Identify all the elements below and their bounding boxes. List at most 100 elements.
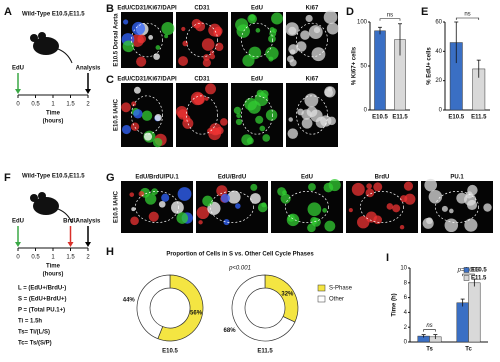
outline (210, 191, 254, 223)
arrow-head (85, 89, 91, 94)
cell (137, 38, 142, 43)
cell (399, 224, 405, 230)
donut-slice (157, 274, 204, 342)
cell (202, 58, 211, 67)
cell (171, 201, 184, 214)
cell (259, 125, 266, 132)
x-tick-label: Tc (465, 347, 472, 353)
cell (181, 26, 186, 32)
cell (121, 125, 132, 135)
y-tick-label: 6 (404, 295, 408, 301)
formula: Ts= Ti/(L/S) (18, 330, 50, 336)
image-title: CD31 (194, 77, 210, 83)
cell (131, 207, 136, 212)
outline (360, 191, 404, 223)
cell (308, 183, 316, 191)
annotation: ns (426, 323, 432, 329)
formula: P = (Total PU.1+) (18, 308, 65, 314)
cell (307, 202, 322, 217)
tick-label: 2 (86, 255, 90, 261)
cell (141, 110, 153, 121)
cell (403, 181, 414, 191)
cell (190, 91, 205, 106)
image-title: EdU (301, 175, 313, 181)
cell (158, 200, 166, 208)
cell (227, 190, 241, 204)
cell (250, 183, 258, 191)
pie-label: E10.5 (162, 349, 178, 355)
cell (428, 190, 443, 204)
legend-swatch (317, 284, 326, 292)
outline (296, 95, 328, 135)
panel-label: B (106, 3, 114, 15)
legend-swatch (317, 295, 326, 303)
micrograph (121, 12, 175, 68)
cell (285, 22, 299, 36)
side-label: E10.5 IAHC (114, 98, 120, 131)
panel-label: C (106, 74, 114, 86)
cell (131, 21, 146, 36)
cell (235, 118, 243, 126)
cell (255, 28, 261, 33)
outline (241, 95, 273, 135)
y-tick-label: 20 (435, 78, 442, 84)
axis-label: Time (46, 111, 61, 117)
x-tick-label: E11.5 (471, 115, 487, 121)
tick-label: 0.5 (31, 102, 40, 108)
micrograph (196, 181, 268, 233)
cell (426, 217, 433, 225)
panel-title: Wild-Type E10.5,E11.5 (22, 174, 85, 180)
image-title: CD31 (194, 6, 210, 12)
cell (250, 193, 261, 204)
cell (386, 203, 394, 210)
axis-label: Time (46, 264, 61, 270)
y-tick-label: 40 (435, 49, 442, 55)
formula: Tc= Ts/(S/P) (18, 341, 52, 347)
legend-label: E10.5 (471, 268, 487, 274)
cell (296, 41, 307, 52)
cell (255, 115, 264, 124)
micrograph (175, 83, 228, 147)
panel-label: H (106, 246, 114, 258)
side-label: E10.5 Dorsal Aorta (114, 13, 120, 67)
cell (449, 208, 454, 214)
cell (213, 26, 223, 36)
cell (300, 30, 310, 40)
cell (324, 220, 336, 232)
value-label: 68% (224, 328, 237, 334)
mouse-icon (30, 32, 73, 64)
tick-label: 1 (51, 102, 55, 108)
cell (130, 122, 140, 131)
cell (465, 191, 473, 199)
outline (296, 22, 328, 58)
arrow-head (15, 89, 21, 94)
chart-title: Proportion of Cells in S vs. Other Cell … (166, 252, 314, 258)
cell (464, 218, 478, 232)
cell (144, 193, 157, 205)
axis-label: (hours) (43, 119, 64, 125)
x-tick-label: E10.5 (448, 115, 464, 121)
cell (424, 178, 438, 192)
bracket (455, 17, 480, 20)
cell (152, 137, 163, 148)
panel-label: D (346, 6, 354, 18)
event-label: EdU (12, 219, 24, 225)
cell (176, 212, 189, 224)
cell (305, 14, 313, 23)
image-title: EdU/CD31/Ki67/DAPI (117, 77, 177, 83)
cell (220, 118, 228, 126)
outline (131, 22, 163, 58)
image-title: PU.1 (450, 175, 464, 181)
cell (236, 113, 242, 119)
y-tick-label: 8 (404, 280, 408, 286)
cell (301, 109, 312, 120)
cell (131, 101, 137, 107)
tick-label: 1 (51, 255, 55, 261)
cell (191, 18, 202, 29)
cell (287, 55, 295, 63)
micrograph (346, 181, 418, 233)
cell (215, 42, 224, 52)
tick-label: 1.5 (66, 102, 75, 108)
panel-title: Wild-Type E10.5,E11.5 (22, 12, 85, 18)
